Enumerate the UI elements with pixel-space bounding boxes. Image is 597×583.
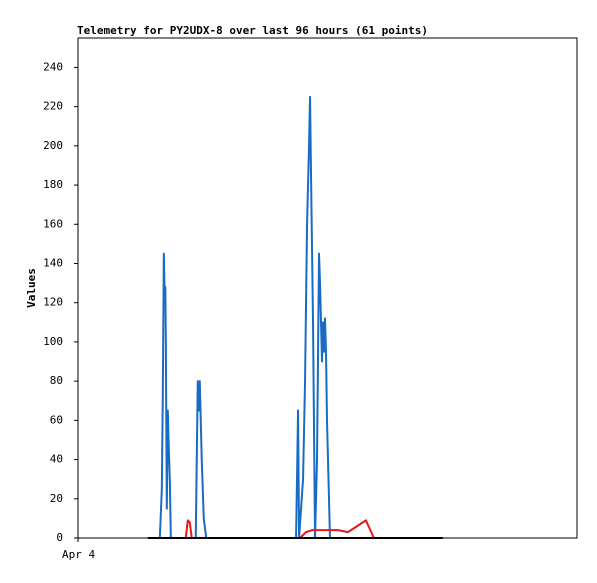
y-tick-label: 140 xyxy=(43,256,63,269)
series-line xyxy=(147,95,443,539)
series-line xyxy=(147,519,443,539)
y-tick-label: 20 xyxy=(50,492,63,505)
y-tick-label: 80 xyxy=(50,374,63,387)
y-tick-label: 100 xyxy=(43,335,63,348)
y-tick-label: 220 xyxy=(43,100,63,113)
x-tick-label: Apr 4 xyxy=(62,548,95,561)
y-tick-label: 120 xyxy=(43,296,63,309)
y-tick-label: 40 xyxy=(50,453,63,466)
y-tick-label: 240 xyxy=(43,60,63,73)
y-axis-label: Values xyxy=(25,268,38,308)
y-tick-label: 180 xyxy=(43,178,63,191)
y-tick-label: 200 xyxy=(43,139,63,152)
y-tick-label: 160 xyxy=(43,217,63,230)
y-tick-label: 60 xyxy=(50,413,63,426)
chart-title: Telemetry for PY2UDX-8 over last 96 hour… xyxy=(77,24,428,37)
y-tick-label: 0 xyxy=(56,531,63,544)
